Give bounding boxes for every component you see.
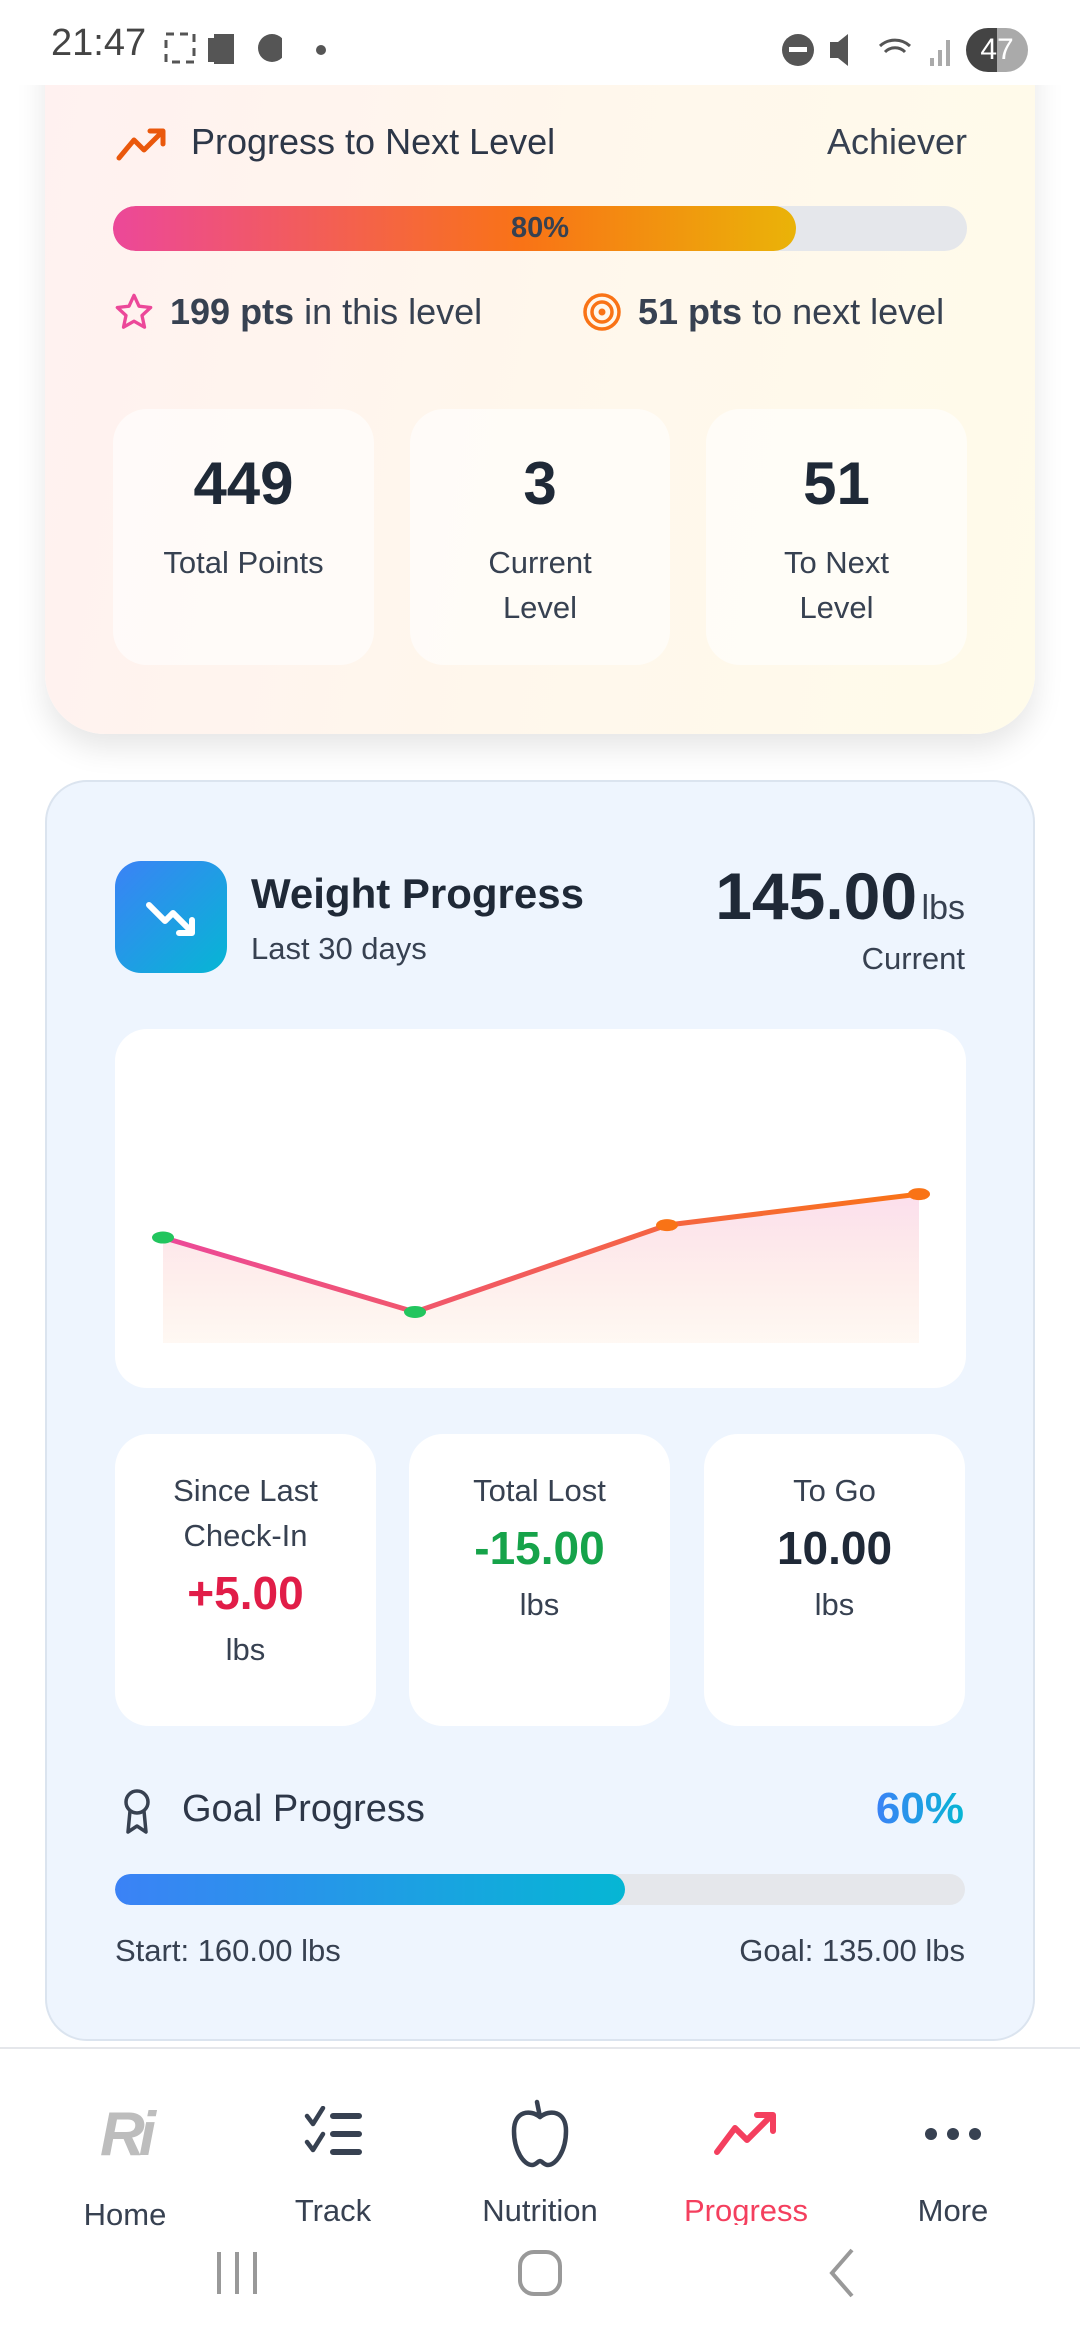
stat-label: To Next Level: [783, 545, 890, 625]
current-weight-unit: lbs: [921, 889, 965, 927]
trending-up-icon: [116, 128, 166, 161]
weight-icon-box: [115, 861, 227, 973]
nav-label: Nutrition: [482, 2193, 598, 2225]
current-weight-value: 145.00: [715, 859, 918, 933]
weight-chart: [115, 1029, 966, 1388]
goal-progress-percent: 60%: [875, 1784, 964, 1833]
stat-value: 51: [803, 450, 870, 517]
stat-label: To Go: [793, 1473, 876, 1508]
level-progress-bar: 80%: [113, 206, 967, 251]
back-button[interactable]: [829, 2248, 854, 2298]
stat-unit: lbs: [814, 1587, 855, 1622]
nav-progress[interactable]: Progress: [656, 2099, 836, 2225]
level-progress-fill: [113, 206, 797, 251]
chart-point: [656, 1219, 678, 1232]
goal-start-label: Start: 160.00 lbs: [115, 1933, 341, 1968]
pts-to-next-suffix: to next level: [752, 291, 945, 332]
pts-in-level-suffix: in this level: [304, 291, 483, 332]
nav-nutrition[interactable]: Nutrition: [450, 2099, 630, 2225]
goal-target-label: Goal: 135.00 lbs: [739, 1933, 965, 1968]
star-icon: [115, 293, 153, 329]
recent-apps-button[interactable]: [217, 2252, 257, 2294]
current-weight: 145.00 lbs: [715, 858, 965, 934]
system-status-icons: [782, 34, 950, 66]
stat-value: -15.00: [474, 1522, 605, 1574]
battery-indicator: 47: [966, 28, 1028, 72]
nav-label: Track: [294, 2193, 372, 2225]
status-time: 21:47: [51, 22, 147, 64]
home-button[interactable]: [518, 2250, 562, 2296]
weight-progress-card: [45, 780, 1035, 2041]
weight-card-subtitle: Last 30 days: [251, 931, 427, 966]
stat-label: Current Level: [488, 545, 592, 625]
trending-down-icon: [146, 902, 195, 936]
nav-label: More: [917, 2193, 989, 2225]
bottom-nav: Ri Home Track Nutrition Progress More: [0, 2047, 1080, 2340]
stat-total-points: 449 Total Points: [113, 409, 374, 665]
more-dots-icon: [925, 2128, 981, 2140]
nav-track[interactable]: Track: [243, 2099, 423, 2225]
stat-label: Total Lost: [473, 1473, 606, 1508]
nav-more[interactable]: More: [863, 2099, 1043, 2225]
goal-progress-title: Goal Progress: [182, 1788, 425, 1830]
stat-since-last-checkin: Since Last Check-In +5.00 lbs: [115, 1434, 376, 1726]
weight-chart-svg: [152, 1188, 930, 1343]
level-name: Achiever: [826, 121, 967, 162]
stat-value: 449: [193, 450, 294, 517]
nav-label: Progress: [683, 2193, 809, 2225]
chart-point: [908, 1188, 930, 1201]
system-nav-bar: [217, 2248, 854, 2298]
pts-to-next: 51 pts to next level: [638, 291, 944, 333]
apple-icon: [511, 2099, 569, 2168]
stat-total-lost: Total Lost -15.00 lbs: [409, 1434, 670, 1726]
stat-value: +5.00: [187, 1567, 304, 1619]
status-bar: 21:47 47: [0, 0, 1080, 85]
chart-point: [152, 1231, 174, 1244]
notification-icons: [164, 32, 282, 64]
pts-to-next-value: 51 pts: [638, 291, 743, 332]
award-icon: [124, 1789, 150, 1834]
pts-in-level-value: 199 pts: [170, 291, 295, 332]
stat-unit: lbs: [519, 1587, 560, 1622]
pts-in-level: 199 pts in this level: [170, 291, 482, 333]
stat-unit: lbs: [225, 1632, 266, 1667]
stat-value: 10.00: [776, 1522, 893, 1574]
weight-card-title: Weight Progress: [251, 870, 584, 917]
level-progress-label: 80%: [510, 212, 570, 244]
target-icon: [583, 293, 621, 331]
stat-label: Total Points: [163, 545, 324, 580]
dot-icon: [316, 45, 326, 55]
chart-point: [404, 1305, 426, 1318]
goal-progress-bar: [115, 1874, 965, 1905]
stat-to-go: To Go 10.00 lbs: [704, 1434, 965, 1726]
checklist-icon: [304, 2106, 362, 2155]
app-logo-icon: Ri: [100, 2099, 156, 2169]
stat-to-next-level: 51 To Next Level: [706, 409, 967, 665]
chart-line: [162, 1191, 920, 1315]
stat-current-level: 3 Current Level: [410, 409, 670, 665]
nav-home[interactable]: Ri Home: [35, 2099, 215, 2230]
level-card-title: Progress to Next Level: [191, 121, 556, 162]
stat-label: Since Last Check-In: [173, 1473, 318, 1553]
trending-up-icon: [714, 2112, 776, 2155]
nav-label: Home: [83, 2197, 167, 2229]
stat-value: 3: [523, 450, 557, 517]
goal-progress-fill: [115, 1874, 625, 1905]
current-weight-label: Current: [861, 941, 965, 976]
